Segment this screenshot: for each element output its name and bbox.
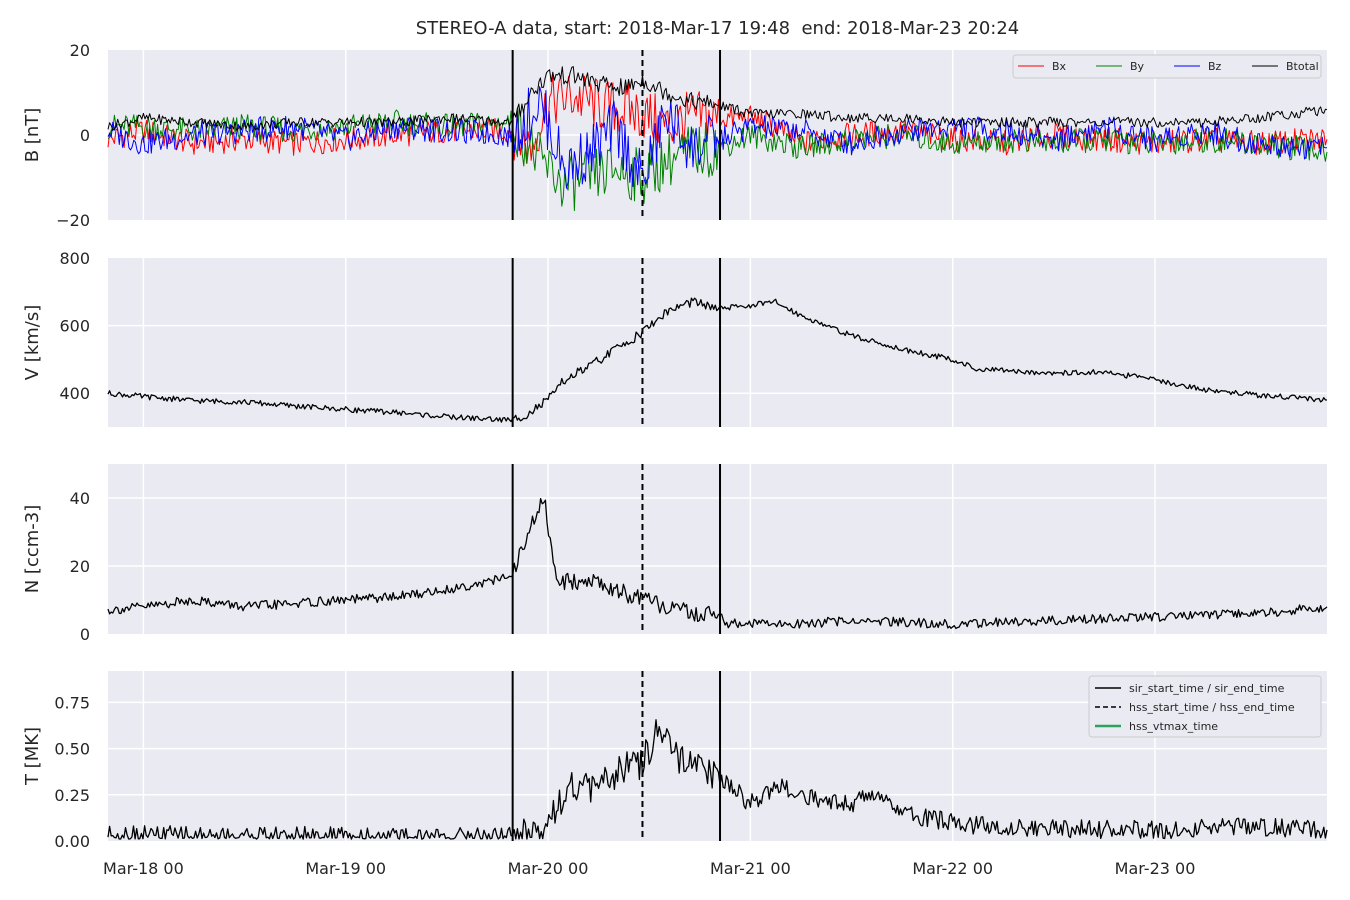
y-tick-label: 20 <box>70 41 90 60</box>
y-axis-label: B [nT] <box>22 108 43 163</box>
plot-area <box>108 258 1327 427</box>
plot-area <box>108 464 1327 634</box>
y-tick-label: 0.50 <box>54 740 90 759</box>
y-tick-label: 0.25 <box>54 786 90 805</box>
y-tick-label: 20 <box>70 557 90 576</box>
legend-box <box>1088 675 1322 738</box>
series-line <box>107 497 1328 630</box>
legend-t: sir_start_time / sir_end_time hss_start_t… <box>1088 675 1322 738</box>
series-by <box>107 108 1328 212</box>
series-line <box>107 297 1328 423</box>
x-tick-label: Mar-20 00 <box>508 859 589 878</box>
y-tick-label: 0.75 <box>54 693 90 712</box>
legend-box <box>1012 54 1322 79</box>
y-tick-label: 0 <box>80 625 90 644</box>
x-tick-label: Mar-23 00 <box>1115 859 1196 878</box>
legend-label: sir_start_time / sir_end_time <box>1129 682 1285 695</box>
legend-b: Bx By Bz Btotal <box>1012 54 1322 79</box>
y-tick-label: 0.00 <box>54 832 90 851</box>
legend-label-btotal: Btotal <box>1286 60 1319 73</box>
x-tick-label: Mar-22 00 <box>912 859 993 878</box>
y-axis-label: V [km/s] <box>22 305 43 380</box>
legend-label-bx: Bx <box>1052 60 1067 73</box>
series-btotal <box>107 66 1328 132</box>
y-tick-label: 400 <box>59 384 90 403</box>
y-axis-label: T [MK] <box>22 727 43 786</box>
legend-label-bz: Bz <box>1208 60 1222 73</box>
x-tick-label: Mar-21 00 <box>710 859 791 878</box>
y-tick-label: 600 <box>59 317 90 336</box>
y-tick-label: 800 <box>59 249 90 268</box>
y-tick-label: −20 <box>56 211 90 230</box>
legend-label-by: By <box>1130 60 1145 73</box>
x-tick-label: Mar-19 00 <box>305 859 386 878</box>
y-tick-label: 40 <box>70 489 90 508</box>
y-axis-label: N [ccm-3] <box>22 505 43 594</box>
legend-label: hss_start_time / hss_end_time <box>1129 701 1295 714</box>
chart-title: STEREO-A data, start: 2018-Mar-17 19:48 … <box>415 18 1020 39</box>
y-tick-label: 0 <box>80 126 90 145</box>
panel-2: 400 600 800 V [km/s] <box>22 249 1328 427</box>
panel-3: 0 20 40 N [ccm-3] <box>22 464 1328 644</box>
legend-label: hss_vtmax_time <box>1129 720 1218 733</box>
series-line <box>107 719 1328 840</box>
x-tick-label: Mar-18 00 <box>103 859 184 878</box>
